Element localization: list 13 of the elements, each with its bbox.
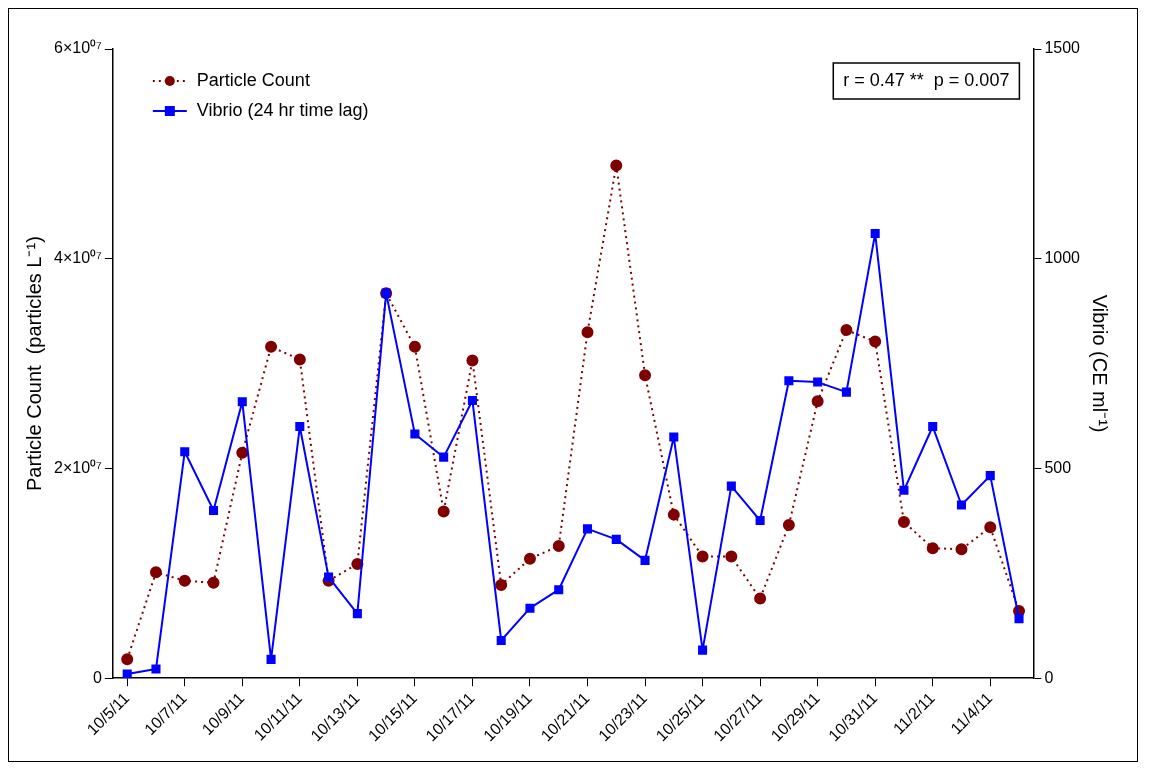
annotation: r = 0.47 ** p = 0.007 <box>843 69 1010 90</box>
y-tick-label: 2×10⁰⁷ <box>54 458 103 476</box>
y2-tick-label: 0 <box>1044 668 1054 686</box>
legend-label: Vibrio (24 hr time lag) <box>196 99 369 120</box>
y2-tick-label: 1000 <box>1044 249 1081 267</box>
y-tick-label: 4×10⁰⁷ <box>54 249 103 267</box>
y2-tick-label: 1500 <box>1044 39 1081 57</box>
y-axis-title: Particle Count (particles L⁻¹) <box>22 236 45 492</box>
y-tick-label: 6×10⁰⁷ <box>54 39 103 57</box>
legend-label: Particle Count <box>196 69 310 90</box>
y-tick-label: 0 <box>92 668 102 686</box>
y2-tick-label: 500 <box>1044 458 1072 476</box>
y2-axis-title: Vibrio (CE ml⁻¹) <box>1089 294 1112 433</box>
